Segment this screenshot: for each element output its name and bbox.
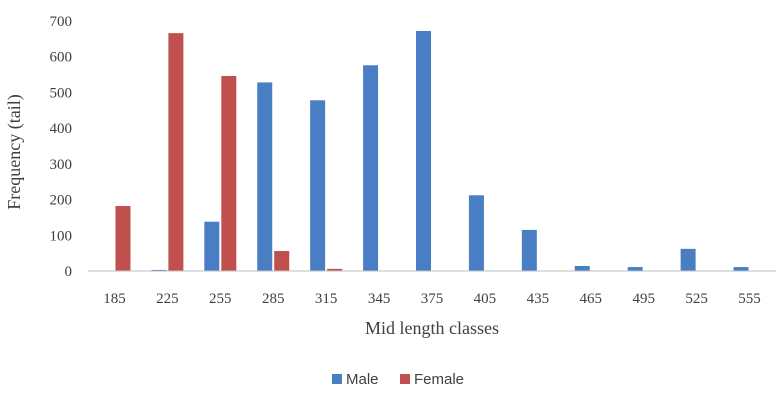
bar-male-525: [680, 248, 696, 271]
bar-male-375: [416, 31, 431, 271]
bar-female-315: [327, 268, 343, 271]
y-tick-label: 0: [65, 264, 73, 280]
bar-male-255: [204, 221, 220, 271]
bar-male-315: [310, 100, 326, 272]
y-tick-label: 500: [50, 85, 73, 101]
y-axis-title: Frequency (tail): [4, 94, 25, 209]
x-tick-label: 255: [209, 291, 232, 307]
x-tick-label: 495: [632, 291, 655, 307]
x-tick-label: 225: [156, 291, 179, 307]
bar-male-345: [363, 65, 379, 272]
y-tick-label: 300: [50, 157, 73, 173]
x-tick-label: 285: [262, 291, 285, 307]
legend-swatch-female: [400, 374, 410, 384]
x-tick-label: 465: [580, 291, 603, 307]
bar-female-285: [274, 251, 290, 271]
x-tick-label: 525: [685, 291, 708, 307]
bar-male-495: [627, 267, 643, 271]
x-tick-label: 185: [103, 291, 126, 307]
y-tick-label: 600: [50, 50, 73, 66]
bar-female-225: [168, 33, 184, 272]
x-tick-label: 375: [421, 291, 444, 307]
bar-male-435: [521, 229, 537, 271]
bars: [115, 31, 749, 272]
legend-label-female: Female: [414, 371, 464, 388]
bar-male-465: [574, 266, 590, 271]
bar-male-285: [257, 82, 273, 271]
x-axis-title: Mid length classes: [365, 318, 499, 338]
y-tick-label: 200: [50, 193, 73, 209]
x-axis-ticks: 185 225 255 285 315 345 375 405 435 465 495 525 555: [103, 291, 761, 307]
x-tick-label: 345: [368, 291, 391, 307]
y-tick-label: 400: [50, 121, 73, 137]
bar-male-555: [733, 267, 749, 271]
y-axis-ticks: 0 100 200 300 400 500 600 700: [50, 14, 73, 280]
x-tick-label: 405: [474, 291, 497, 307]
x-tick-label: 555: [738, 291, 761, 307]
legend-swatch-male: [332, 374, 342, 384]
x-tick-label: 435: [527, 291, 550, 307]
legend: Male Female: [332, 371, 464, 388]
y-tick-label: 700: [50, 14, 73, 30]
bar-female-185: [115, 206, 131, 271]
y-tick-label: 100: [50, 228, 73, 244]
bar-male-225: [151, 269, 167, 271]
bar-female-255: [221, 76, 237, 271]
bar-male-405: [468, 195, 484, 271]
legend-label-male: Male: [346, 371, 379, 388]
x-tick-label: 315: [315, 291, 338, 307]
